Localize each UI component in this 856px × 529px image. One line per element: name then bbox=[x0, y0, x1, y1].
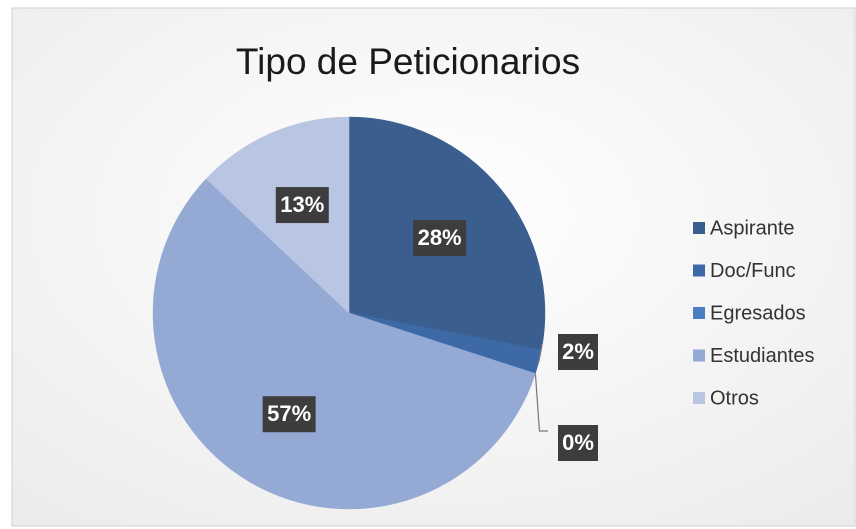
data-label: 28% bbox=[418, 225, 462, 250]
legend-swatch bbox=[693, 264, 705, 277]
chart-title: Tipo de Peticionarios bbox=[236, 41, 580, 82]
legend-label: Otros bbox=[710, 387, 759, 409]
leader-line bbox=[534, 373, 548, 432]
legend-label: Aspirante bbox=[710, 217, 795, 239]
pie-slice bbox=[152, 178, 536, 510]
data-label-box bbox=[558, 425, 598, 461]
data-label: 57% bbox=[267, 401, 311, 426]
data-label-box bbox=[558, 334, 598, 370]
leader-line bbox=[538, 343, 543, 362]
legend-swatch bbox=[693, 349, 705, 362]
legend-label: Doc/Func bbox=[710, 260, 796, 282]
legend-swatch bbox=[693, 222, 705, 234]
data-label: 2% bbox=[562, 339, 594, 364]
legend-swatch bbox=[693, 307, 705, 319]
data-label-box bbox=[262, 396, 316, 433]
data-label-box bbox=[275, 187, 329, 224]
data-label: 0% bbox=[562, 430, 594, 455]
legend-label: Egresados bbox=[710, 302, 806, 324]
legend-label: Estudiantes bbox=[710, 345, 815, 367]
legend-swatch bbox=[693, 392, 705, 404]
data-label: 13% bbox=[280, 192, 324, 217]
data-label-box bbox=[413, 220, 467, 257]
